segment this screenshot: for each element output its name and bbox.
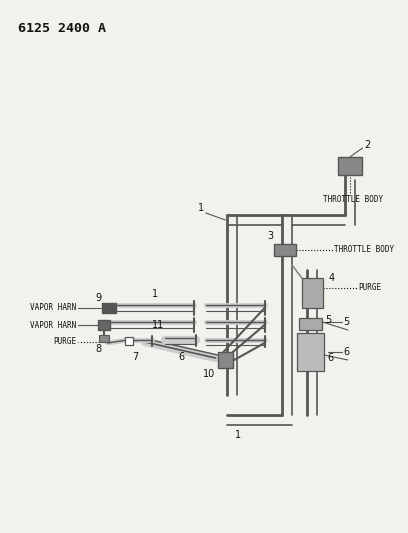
Text: 1: 1 xyxy=(152,289,158,299)
Text: 10: 10 xyxy=(203,369,215,379)
Bar xyxy=(217,352,233,368)
Bar xyxy=(338,157,361,175)
Text: 6: 6 xyxy=(327,353,333,363)
Text: 6: 6 xyxy=(178,352,184,362)
Text: 6: 6 xyxy=(343,347,349,357)
Bar xyxy=(102,303,115,313)
Text: 5: 5 xyxy=(325,315,332,325)
Bar xyxy=(274,244,296,256)
Bar xyxy=(125,337,133,345)
Text: THROTTLE BODY: THROTTLE BODY xyxy=(324,196,384,205)
Bar xyxy=(299,318,322,330)
Text: 3: 3 xyxy=(268,231,274,241)
Bar xyxy=(302,278,324,308)
Text: 4: 4 xyxy=(328,273,335,283)
Text: VAPOR HARN: VAPOR HARN xyxy=(30,320,76,329)
Text: VAPOR HARN: VAPOR HARN xyxy=(30,303,76,312)
Text: 6125 2400 A: 6125 2400 A xyxy=(18,22,106,35)
Text: THROTTLE BODY: THROTTLE BODY xyxy=(334,246,394,254)
Text: 2: 2 xyxy=(364,140,371,150)
Text: PURGE: PURGE xyxy=(359,284,382,293)
Bar xyxy=(297,333,324,371)
Text: 5: 5 xyxy=(343,317,349,327)
Text: PURGE: PURGE xyxy=(53,337,76,346)
Text: 7: 7 xyxy=(132,352,138,362)
Text: 9: 9 xyxy=(95,293,101,303)
Text: 1: 1 xyxy=(235,430,241,440)
Text: 11: 11 xyxy=(152,320,164,330)
Bar xyxy=(99,335,109,342)
Text: 1: 1 xyxy=(198,203,204,213)
Bar xyxy=(98,320,110,330)
Text: 8: 8 xyxy=(95,344,101,354)
